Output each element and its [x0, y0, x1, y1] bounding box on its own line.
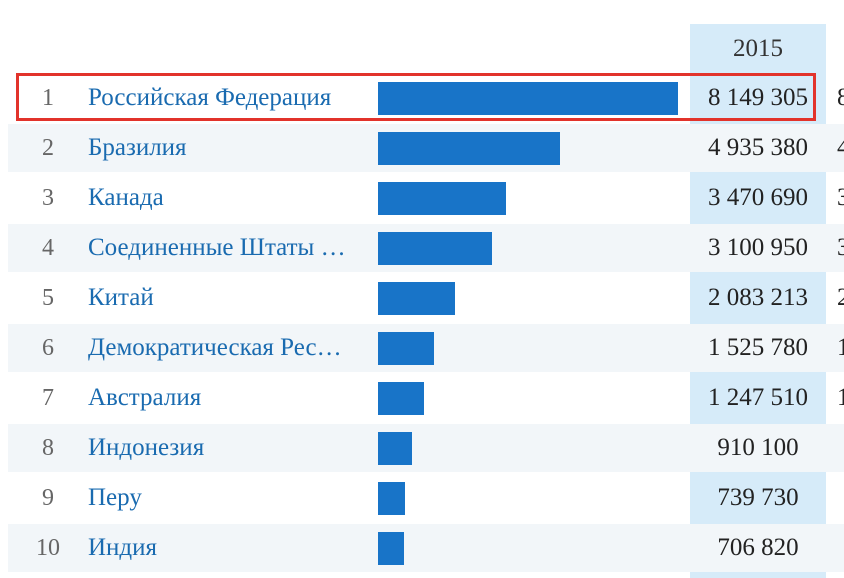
- next-column-value-fragment: 3: [837, 234, 844, 261]
- value-label: 8 149 305: [708, 84, 808, 111]
- year-column-background: [690, 24, 826, 578]
- table-row[interactable]: 7 Австралия 1 247 510 1: [8, 374, 844, 422]
- rank-label: 5: [42, 285, 54, 311]
- table-row[interactable]: 9 Перу 739 730: [8, 474, 844, 522]
- value-bar: [378, 282, 455, 315]
- value-bar: [378, 382, 424, 415]
- value-bar: [378, 182, 506, 215]
- next-column-value-fragment: 1: [837, 334, 844, 361]
- table-row[interactable]: 3 Канада 3 470 690 3: [8, 174, 844, 222]
- rank-label: 1: [42, 85, 54, 111]
- country-name-link[interactable]: Демократическая Рес…: [88, 334, 342, 361]
- country-name-link[interactable]: Бразилия: [88, 134, 187, 161]
- value-bar: [378, 132, 560, 165]
- next-column-value-fragment: 2: [837, 284, 844, 311]
- value-bar: [378, 432, 412, 465]
- year-column-header[interactable]: 2015: [690, 24, 826, 74]
- rank-label: 7: [42, 385, 54, 411]
- country-name-link[interactable]: Соединенные Штаты …: [88, 234, 346, 261]
- next-column-value-fragment: 8: [837, 84, 844, 111]
- value-label: 3 470 690: [708, 184, 808, 211]
- rank-label: 2: [42, 135, 54, 161]
- value-bar: [378, 532, 404, 565]
- country-name-link[interactable]: Перу: [88, 484, 142, 511]
- rank-label: 4: [42, 235, 54, 261]
- table-row[interactable]: 5 Китай 2 083 213 2: [8, 274, 844, 322]
- country-name-link[interactable]: Китай: [88, 284, 154, 311]
- rank-label: 9: [42, 485, 54, 511]
- table-row[interactable]: 10 Индия 706 820: [8, 524, 844, 572]
- rank-label: 3: [42, 185, 54, 211]
- value-label: 2 083 213: [708, 284, 808, 311]
- next-column-value-fragment: 3: [837, 184, 844, 211]
- next-column-value-fragment: 1: [837, 384, 844, 411]
- table-row[interactable]: 8 Индонезия 910 100: [8, 424, 844, 472]
- value-label: 1 525 780: [708, 334, 808, 361]
- country-name-link[interactable]: Австралия: [88, 384, 202, 411]
- table-row[interactable]: 2 Бразилия 4 935 380 4: [8, 124, 844, 172]
- value-bar: [378, 82, 678, 115]
- value-label: 706 820: [717, 534, 799, 561]
- country-name-link[interactable]: Индия: [88, 534, 158, 561]
- rank-label: 10: [36, 535, 60, 561]
- next-column-value-fragment: 4: [837, 134, 844, 161]
- value-label: 910 100: [717, 434, 799, 461]
- table-row[interactable]: 1 Российская Федерация 8 149 305 8: [8, 74, 844, 122]
- value-bar: [378, 232, 492, 265]
- country-name-link[interactable]: Индонезия: [88, 434, 205, 461]
- value-bar: [378, 482, 405, 515]
- value-bar: [378, 332, 434, 365]
- rank-label: 6: [42, 335, 54, 361]
- value-label: 739 730: [717, 484, 799, 511]
- table-row[interactable]: 4 Соединенные Штаты … 3 100 950 3: [8, 224, 844, 272]
- country-name-link[interactable]: Российская Федерация: [88, 84, 332, 111]
- value-label: 4 935 380: [708, 134, 808, 161]
- value-label: 1 247 510: [708, 384, 808, 411]
- country-name-link[interactable]: Канада: [88, 184, 164, 211]
- table-row[interactable]: 6 Демократическая Рес… 1 525 780 1: [8, 324, 844, 372]
- rank-label: 8: [42, 435, 54, 461]
- value-label: 3 100 950: [708, 234, 808, 261]
